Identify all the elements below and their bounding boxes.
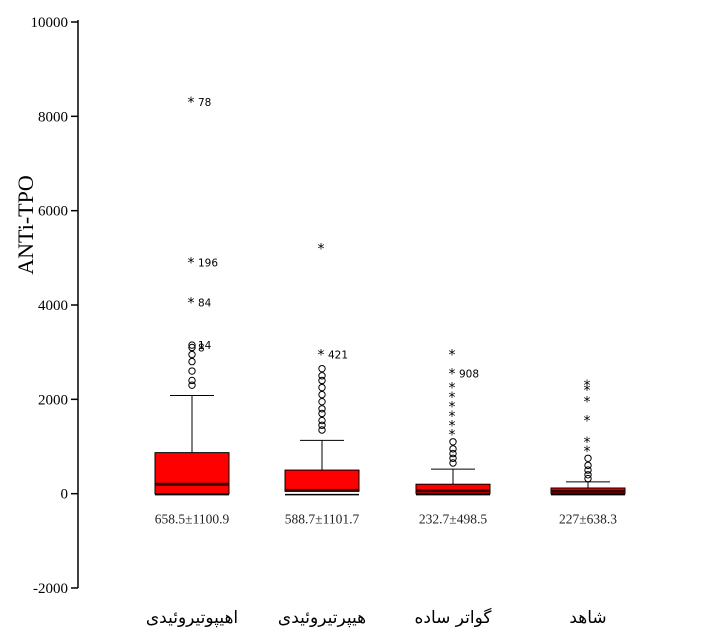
- outlier-extreme: *: [584, 444, 591, 460]
- outlier-label: 196: [198, 258, 218, 270]
- y-tick-label: 0: [61, 487, 69, 503]
- outlier-extreme: *: [584, 378, 591, 394]
- outlier-extreme: *: [584, 383, 591, 399]
- outlier-label: 908: [459, 368, 479, 380]
- y-tick-label: 6000: [38, 204, 68, 220]
- y-tick-label: 2000: [38, 392, 68, 408]
- outlier-circle: [318, 405, 326, 413]
- outlier-extreme: *: [188, 256, 195, 272]
- outlier-circle: [318, 390, 326, 399]
- category-label: گواتر ساده: [414, 607, 492, 628]
- whiskers-layer: [170, 395, 610, 489]
- y-tick-label: 4000: [38, 298, 68, 314]
- outlier-extreme: *: [584, 395, 591, 411]
- outlier-circle: [449, 454, 457, 462]
- outlier-circle: [449, 445, 457, 453]
- box: [284, 469, 360, 492]
- outlier-circle: [188, 341, 196, 349]
- outlier-circle: [188, 367, 196, 375]
- y-tick-label: -2000: [33, 581, 68, 597]
- outlier-label: 421: [328, 350, 348, 362]
- outlier-extreme: *: [318, 348, 325, 364]
- stat-label: 658.5±1100.9: [155, 512, 230, 527]
- y-tick-label: 8000: [38, 109, 68, 125]
- outlier-extreme: *: [449, 409, 456, 425]
- outlier-extreme: *: [188, 95, 195, 111]
- x-tick-labels: اهیپوتیروئیدی هیپرتیروئیدی گواتر ساده شاهد: [146, 607, 607, 628]
- category-label: شاهد: [569, 608, 606, 628]
- outlier-circle: [318, 376, 326, 385]
- outlier-extreme: *: [318, 241, 325, 257]
- outlier-circle: [188, 357, 196, 366]
- outlier-circle: [584, 474, 592, 483]
- outlier-circle: [449, 438, 457, 446]
- outlier-circle: [584, 454, 592, 462]
- outlier-circle: [188, 376, 196, 385]
- box: [415, 483, 491, 495]
- outlier-label: 8: [198, 342, 205, 354]
- outlier-extreme: *: [188, 296, 195, 312]
- outlier-label: 78: [198, 97, 211, 109]
- outlier-circle: [318, 426, 326, 434]
- outlier-circle: [318, 416, 326, 425]
- stats-labels: 658.5±1100.9 588.7±1101.7 232.7±498.5 227±6…: [155, 512, 617, 527]
- outlier-circle: [188, 343, 196, 352]
- outlier-circle: [584, 461, 592, 470]
- stat-label: 232.7±498.5: [419, 512, 487, 527]
- outlier-extreme: *: [449, 366, 456, 382]
- y-axis-label: ANTi-TPO: [13, 175, 38, 274]
- outlier-circle: [318, 421, 326, 429]
- outlier-circle: [188, 381, 196, 389]
- outlier-circle: [318, 364, 326, 373]
- outlier-circle: [318, 409, 326, 418]
- y-ticks: -2000 0 2000 4000 6000 8000 10000: [31, 15, 78, 597]
- outlier-circle: [449, 459, 457, 467]
- box: [154, 452, 230, 495]
- outlier-extreme: *: [449, 381, 456, 397]
- outlier-extreme: *: [449, 428, 456, 444]
- stat-label: 588.7±1101.7: [285, 512, 360, 527]
- outlier-circle: [318, 383, 326, 392]
- outlier-circle: [584, 471, 592, 479]
- category-label: هیپرتیروئیدی: [278, 608, 366, 628]
- boxes-layer: [154, 452, 626, 496]
- outlier-circle: [188, 350, 196, 359]
- outlier-circle: [449, 449, 457, 458]
- outlier-extreme: *: [449, 348, 456, 364]
- outlier-label: 84: [198, 298, 212, 310]
- outlier-circle: [584, 466, 592, 474]
- outlier-extreme: *: [449, 399, 456, 415]
- outlier-circle: [318, 397, 326, 406]
- outlier-label: 14: [198, 340, 212, 352]
- outlier-extreme: *: [449, 390, 456, 406]
- stat-label: 227±638.3: [559, 512, 617, 527]
- y-tick-label: 10000: [31, 15, 69, 31]
- outlier-extreme: *: [584, 435, 591, 451]
- outlier-extreme: *: [584, 414, 591, 430]
- outlier-extreme: *: [449, 418, 456, 434]
- outlier-circle: [318, 372, 326, 380]
- category-label: اهیپوتیروئیدی: [146, 608, 238, 628]
